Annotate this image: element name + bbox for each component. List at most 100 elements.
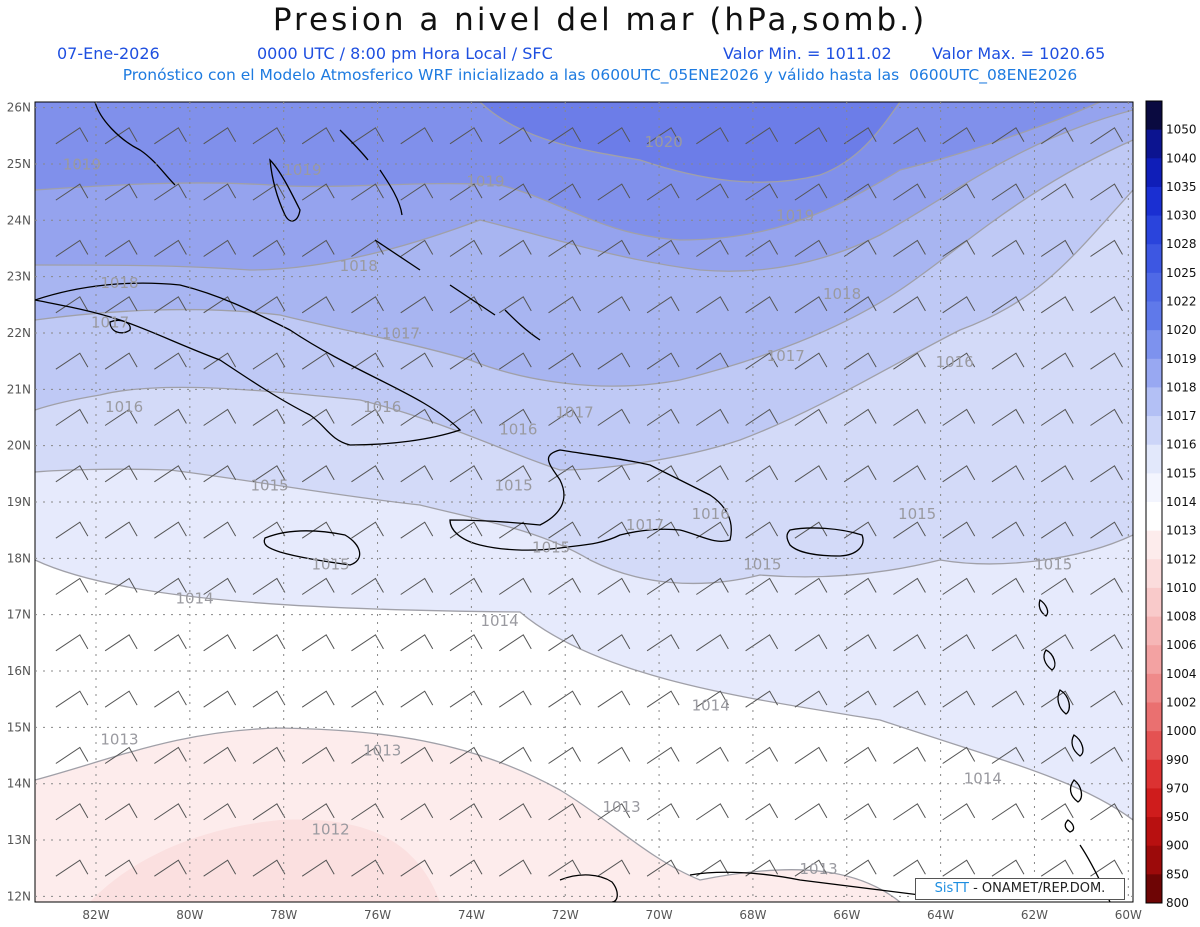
wind-barb xyxy=(942,465,976,483)
wind-barb xyxy=(498,577,532,595)
wind-barb xyxy=(351,127,384,145)
wind-barb xyxy=(449,634,483,652)
wind-barb xyxy=(252,296,286,314)
wind-barb xyxy=(252,127,286,145)
coast-cuba xyxy=(35,282,462,446)
wind-barb xyxy=(154,577,187,595)
wind-barb xyxy=(154,239,187,257)
colorbar-label: 1022 xyxy=(1166,295,1197,309)
wind-barb xyxy=(104,746,138,764)
wind-barb xyxy=(55,577,89,595)
wind-barb xyxy=(942,634,976,652)
wind-barb xyxy=(794,634,828,652)
wind-barb xyxy=(104,296,138,314)
wind-barb xyxy=(745,408,779,426)
wind-barb xyxy=(154,746,187,764)
wind-barb xyxy=(154,183,187,201)
wind-barb xyxy=(252,634,286,652)
wind-barb xyxy=(252,859,286,877)
wind-barb xyxy=(449,408,483,426)
wind-barb xyxy=(203,577,237,595)
wind-barb xyxy=(893,634,926,652)
wind-barb xyxy=(843,859,877,877)
colorbar-label: 1017 xyxy=(1166,409,1197,423)
wind-barb xyxy=(942,690,976,708)
wind-barb xyxy=(991,296,1025,314)
wind-barb xyxy=(794,690,828,708)
wind-barb xyxy=(597,859,631,877)
wind-barb xyxy=(351,465,384,483)
wind-barb xyxy=(843,296,877,314)
colorbar-swatch xyxy=(1146,101,1162,131)
wind-barb xyxy=(548,746,581,764)
wind-barb xyxy=(301,803,335,821)
lon-label: 68W xyxy=(739,908,766,922)
wind-barb xyxy=(154,296,187,314)
graticule xyxy=(35,102,1133,902)
lon-label: 66W xyxy=(833,908,860,922)
wind-barb xyxy=(498,746,532,764)
wind-barb xyxy=(301,746,335,764)
colorbar-label: 1035 xyxy=(1166,180,1197,194)
wind-barb xyxy=(646,690,680,708)
wind-barb xyxy=(745,239,779,257)
wind-barb xyxy=(498,634,532,652)
wind-barb xyxy=(597,127,631,145)
wind-barb xyxy=(301,521,335,539)
wind-barbs xyxy=(55,127,1123,877)
wind-barb xyxy=(252,690,286,708)
lat-label: 18N xyxy=(7,551,31,565)
wind-barb xyxy=(154,521,187,539)
lon-label: 74W xyxy=(458,908,485,922)
wind-barb xyxy=(301,352,335,370)
wind-barb xyxy=(942,127,976,145)
colorbar-label: 1002 xyxy=(1166,696,1197,710)
lat-label: 22N xyxy=(7,326,31,340)
wind-barb xyxy=(301,408,335,426)
wind-barb xyxy=(696,465,729,483)
lon-label: 62W xyxy=(1021,908,1048,922)
wind-barb xyxy=(1090,521,1123,539)
wind-barb xyxy=(252,465,286,483)
wind-barb xyxy=(1090,239,1123,257)
colorbar-label: 1014 xyxy=(1166,495,1197,509)
wind-barb xyxy=(597,577,631,595)
contour-label: 1016 xyxy=(363,398,401,416)
brand-label: SisTT xyxy=(934,881,969,896)
wind-barb xyxy=(252,352,286,370)
wind-barb xyxy=(301,690,335,708)
lat-label: 24N xyxy=(7,213,31,227)
wind-barb xyxy=(696,859,729,877)
contour-label: 1016 xyxy=(499,420,537,438)
wind-barb xyxy=(154,859,187,877)
wind-barb xyxy=(646,465,680,483)
colorbar-swatch xyxy=(1146,244,1162,274)
wind-barb xyxy=(154,408,187,426)
wind-barb xyxy=(548,183,581,201)
wind-barb xyxy=(794,803,828,821)
map-field xyxy=(35,102,1133,902)
colorbar-swatch xyxy=(1146,215,1162,245)
wind-barb xyxy=(252,239,286,257)
colorbar-swatch xyxy=(1146,845,1162,875)
wind-barb xyxy=(252,803,286,821)
wind-barb xyxy=(203,521,237,539)
wind-barb xyxy=(351,577,384,595)
wind-barb xyxy=(104,634,138,652)
wind-barb xyxy=(745,803,779,821)
wind-barb xyxy=(548,690,581,708)
wind-barb xyxy=(597,746,631,764)
wind-barb xyxy=(942,577,976,595)
wind-barb xyxy=(498,239,532,257)
colorbar-label: 1028 xyxy=(1166,237,1197,251)
contour-label: 1016 xyxy=(105,398,143,416)
contour-label: 1019 xyxy=(63,156,101,174)
colorbar-swatch xyxy=(1146,387,1162,417)
wind-barb xyxy=(154,127,187,145)
wind-barb xyxy=(351,521,384,539)
wind-barb xyxy=(597,465,631,483)
wind-barb xyxy=(893,408,926,426)
colorbar-label: 900 xyxy=(1166,839,1189,853)
colorbar-swatch xyxy=(1146,473,1162,503)
wind-barb xyxy=(55,183,89,201)
